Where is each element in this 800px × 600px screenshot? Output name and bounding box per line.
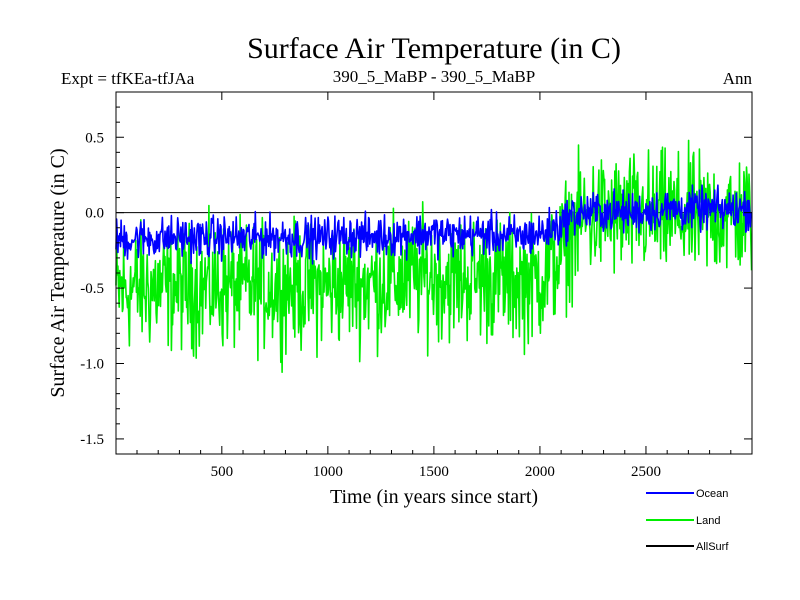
legend: Ocean Land AllSurf <box>646 488 729 553</box>
axes-ticks: 500 1000 1500 2000 2500 -1.5 -1.0 -0.5 0.0 0.5 <box>80 92 752 480</box>
y-tick-label: 0.5 <box>85 130 104 146</box>
period-label: 390_5_MaBP - 390_5_MaBP <box>333 67 535 86</box>
series-line-ocean <box>115 184 753 265</box>
legend-label-land: Land <box>696 515 720 527</box>
x-axis-label: Time (in years since start) <box>330 486 538 508</box>
y-axis-label: Surface Air Temperature (in C) <box>47 148 69 397</box>
x-tick-label: 1500 <box>419 464 449 480</box>
plot-frame <box>115 91 753 455</box>
x-tick-label: 1000 <box>313 464 343 480</box>
y-tick-label: -1.5 <box>80 432 104 448</box>
x-tick-label: 2500 <box>631 464 661 480</box>
legend-label-ocean: Ocean <box>696 488 728 500</box>
series-line-land <box>115 139 753 374</box>
legend-label-allsurf: AllSurf <box>696 541 729 553</box>
x-tick-label: 2000 <box>525 464 555 480</box>
y-tick-label: -1.0 <box>80 357 104 373</box>
y-tick-label: 0.0 <box>85 206 104 222</box>
chart-title: Surface Air Temperature (in C) <box>247 32 621 65</box>
x-tick-label: 500 <box>211 464 234 480</box>
experiment-label: Expt = tfKEa-tfJAa <box>61 69 195 88</box>
y-tick-label: -0.5 <box>80 281 104 297</box>
season-label: Ann <box>723 69 753 88</box>
series-lines <box>115 139 753 374</box>
